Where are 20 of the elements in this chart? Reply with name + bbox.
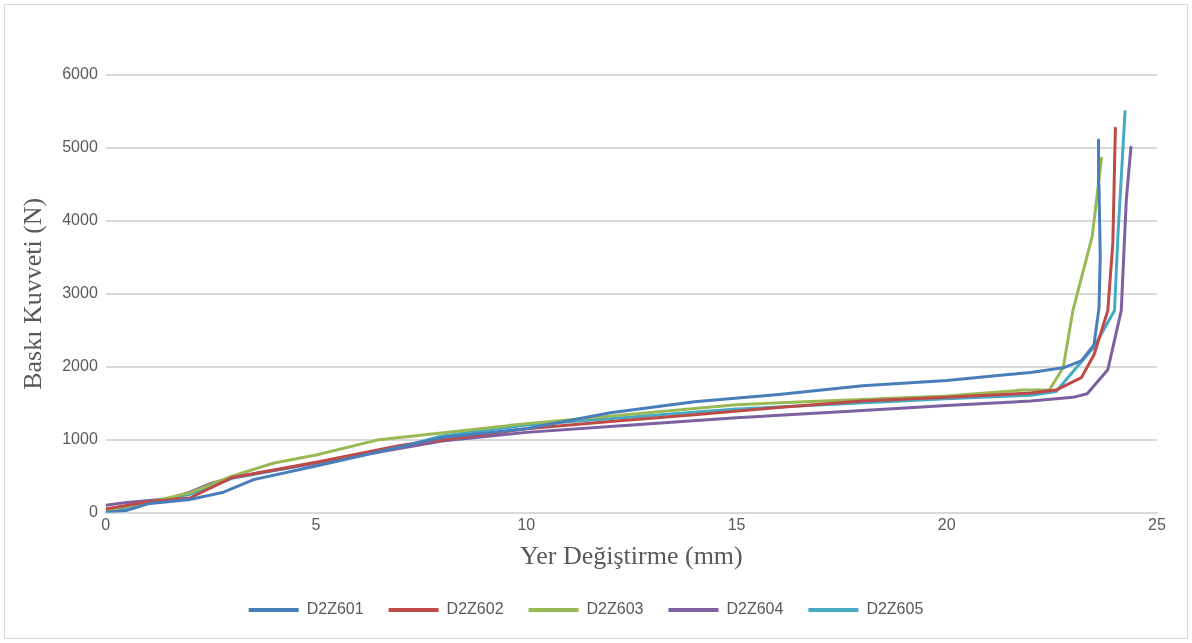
legend-label: D2Z603 [586, 600, 644, 618]
y-axis-title: Baskı Kuvveti (N) [18, 197, 48, 390]
x-axis-title: Yer Değiştirme (mm) [520, 541, 743, 571]
legend-label: D2Z601 [306, 600, 364, 618]
x-tick-label: 25 [1148, 515, 1166, 533]
x-tick-label: 10 [517, 515, 536, 533]
x-tick-label: 20 [937, 515, 956, 533]
legend-label: D2Z604 [726, 600, 784, 618]
x-tick-label: 5 [311, 515, 321, 533]
y-tick-label: 1000 [62, 430, 98, 448]
y-tick-label: 3000 [62, 284, 98, 302]
y-tick-label: 2000 [62, 357, 98, 375]
y-tick-label: 0 [88, 503, 98, 521]
y-tick-label: 5000 [62, 138, 98, 156]
x-tick-label: 0 [101, 515, 111, 533]
y-tick-label: 4000 [62, 211, 98, 229]
x-tick-label: 15 [727, 515, 746, 533]
legend-label: D2Z602 [446, 600, 504, 618]
y-tick-label: 6000 [62, 65, 98, 83]
legend-label: D2Z605 [866, 600, 924, 618]
